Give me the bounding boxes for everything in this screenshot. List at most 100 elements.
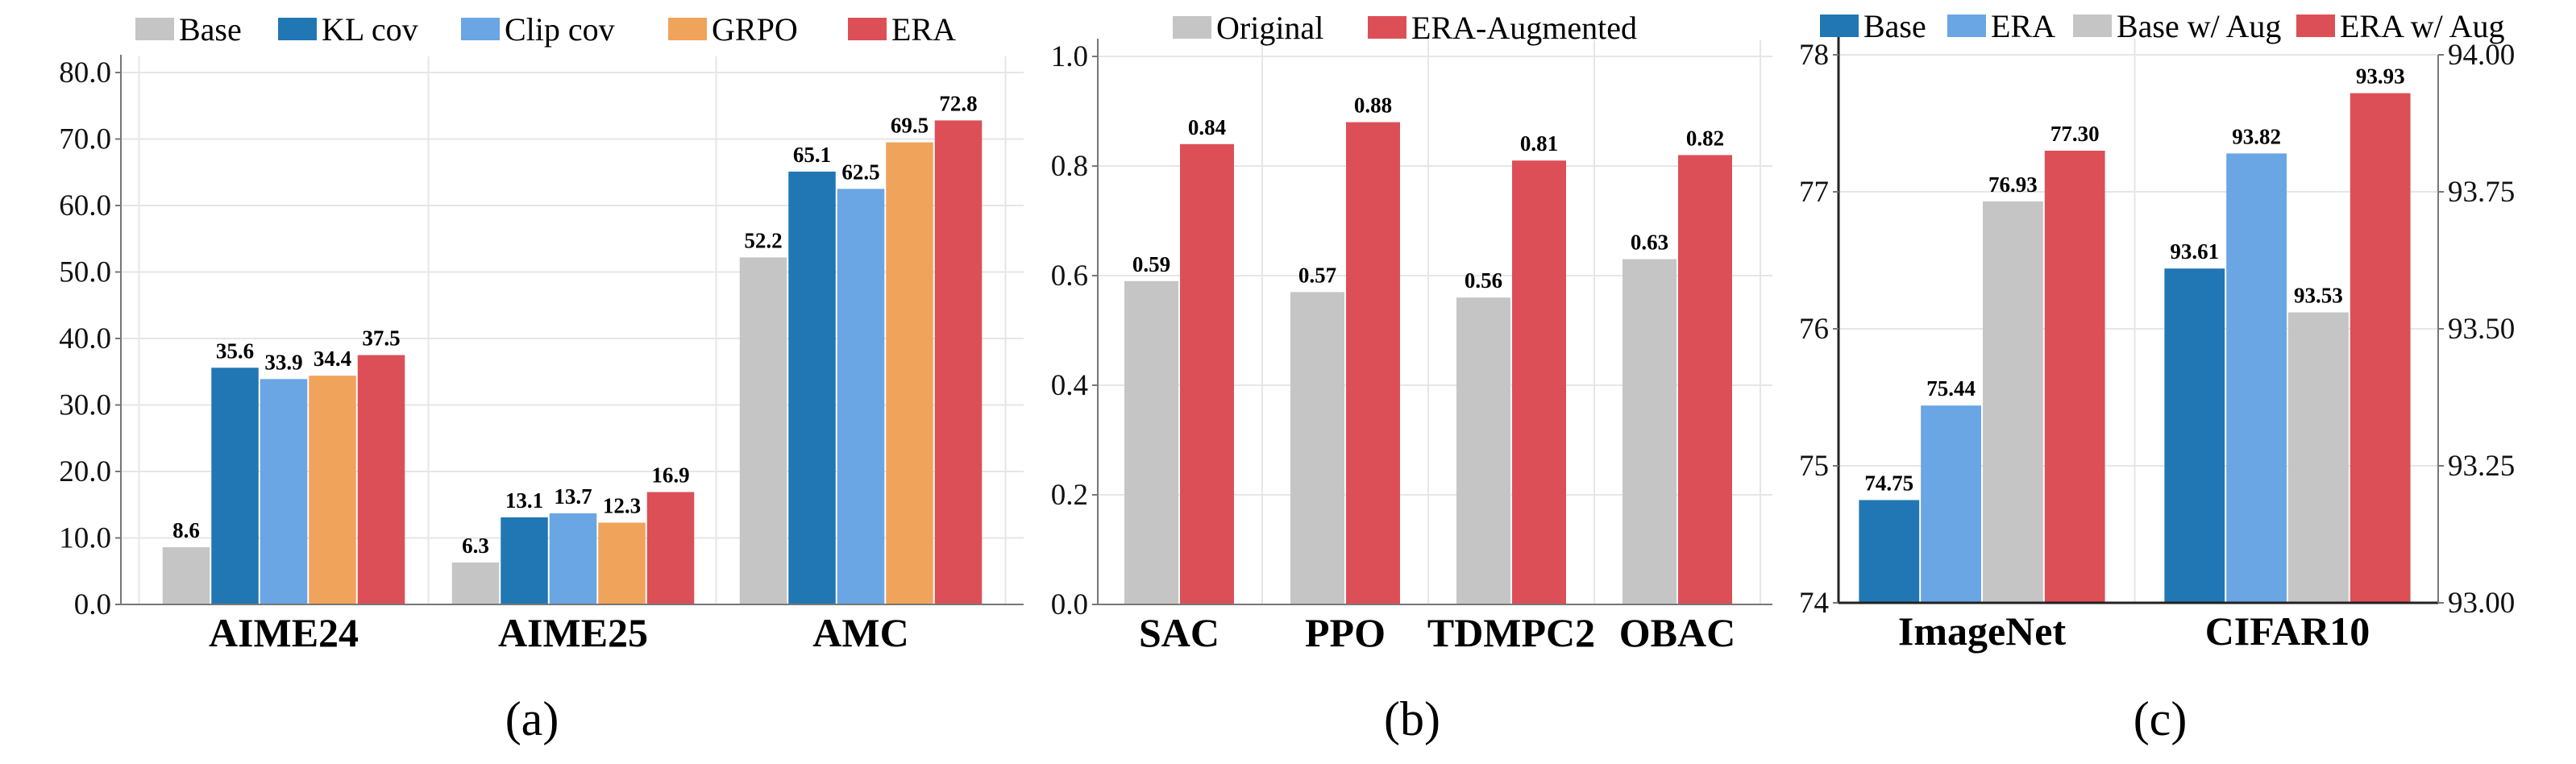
value-label: 93.61	[2170, 239, 2219, 264]
y-tick-label: 70.0	[59, 123, 111, 156]
y-tick-label: 0.4	[1051, 369, 1088, 402]
legend-item: Base	[135, 11, 242, 48]
legend-swatch	[1820, 15, 1859, 37]
y-tick-label: 75	[1799, 450, 1829, 483]
legend-item: Base	[1820, 8, 1926, 44]
legend-label: Base	[179, 11, 242, 48]
bar-obac-original	[1622, 259, 1676, 604]
x-tick-label: ImageNet	[1898, 608, 2067, 654]
x-tick-label: SAC	[1139, 610, 1219, 655]
legend-label: ERA	[1991, 8, 2055, 44]
y-tick-label: 77	[1799, 176, 1829, 209]
legend: Base ERA Base w/ Aug ERA w/ Aug	[1820, 8, 2504, 44]
y-tick-label: 50.0	[59, 256, 111, 289]
x-tick-label: AIME25	[498, 610, 648, 655]
bar-obac-era-augmented	[1678, 155, 1732, 604]
bar-imagenet-base	[1859, 500, 1920, 603]
bar-ppo-era-augmented	[1346, 122, 1400, 605]
legend-label: Base	[1863, 8, 1926, 44]
legend-swatch	[668, 18, 707, 40]
x-tick-label: CIFAR10	[2205, 608, 2370, 654]
value-label: 62.5	[841, 160, 879, 184]
legend-label: GRPO	[712, 11, 798, 48]
bar-sac-original	[1124, 280, 1178, 604]
bar-imagenet-base-w-aug	[1983, 201, 2043, 603]
bar-cifar10-base	[2164, 268, 2225, 603]
x-tick-label: OBAC	[1619, 610, 1735, 655]
bar-amc-era	[934, 120, 983, 604]
value-label: 0.57	[1298, 263, 1336, 287]
value-label: 93.53	[2294, 284, 2343, 308]
value-label: 0.63	[1631, 230, 1668, 255]
value-label: 74.75	[1864, 471, 1913, 496]
bar-aime24-kl-cov	[211, 367, 259, 604]
x-tick-label: AIME24	[209, 610, 359, 655]
value-label: 34.4	[314, 347, 351, 371]
y-tick-label: 0.0	[74, 588, 111, 621]
x-tick-label: PPO	[1305, 610, 1386, 655]
value-label: 12.3	[603, 494, 641, 518]
legend-label: KL cov	[322, 11, 418, 48]
bar-aime24-era	[357, 355, 405, 604]
value-label: 77.30	[2050, 122, 2100, 146]
value-label: 75.44	[1926, 376, 1976, 401]
y-tick-label: 10.0	[59, 522, 111, 555]
y-tick-label: 0.6	[1051, 260, 1088, 293]
value-label: 72.8	[939, 91, 977, 115]
y2-tick-label: 93.00	[2448, 587, 2515, 620]
x-tick-label: AMC	[812, 610, 908, 655]
y-tick-label: 60.0	[59, 189, 111, 222]
panel-a-chart: 8.6 35.6 33.9 34.4 37.5 AIME24 6.3 13.1 13.7 12.3…	[59, 11, 1024, 655]
bar-amc-clip-cov	[837, 189, 885, 604]
bar-amc-grpo	[886, 142, 933, 604]
value-label: 0.81	[1520, 131, 1558, 156]
value-label: 37.5	[362, 326, 400, 351]
bar-aime25-kl-cov	[501, 517, 548, 604]
caption-c: (c)	[2134, 692, 2188, 745]
y-tick-label: 30.0	[59, 389, 111, 422]
legend-swatch	[1173, 16, 1211, 39]
legend-item: Clip cov	[461, 11, 615, 48]
value-label: 52.2	[744, 228, 782, 252]
legend-swatch	[1368, 16, 1406, 39]
y-tick-label: 40.0	[59, 322, 111, 355]
panel-c-chart: 74.75 75.44 76.93 77.30 ImageNet 93.61 93.82 93…	[1799, 8, 2515, 654]
legend-item: ERA-Augmented	[1368, 10, 1637, 46]
bar-aime24-grpo	[309, 376, 356, 604]
bar-ppo-original	[1290, 292, 1344, 604]
y2-tick-label: 93.75	[2448, 176, 2515, 209]
legend-label: ERA	[891, 11, 956, 48]
value-label: 0.88	[1354, 93, 1392, 118]
value-label: 16.9	[651, 463, 689, 488]
value-label: 0.56	[1465, 268, 1502, 293]
legend-label: ERA w/ Aug	[2340, 8, 2504, 44]
bar-amc-kl-cov	[788, 171, 836, 605]
legend-label: Original	[1216, 10, 1323, 46]
legend-label: Clip cov	[505, 11, 615, 48]
caption-b: (b)	[1384, 692, 1440, 745]
bar-aime25-era	[646, 492, 695, 604]
legend: Base KL cov Clip cov GRPO ERA	[135, 11, 956, 48]
legend-item: KL cov	[278, 11, 418, 48]
legend-item: Base w/ Aug	[2073, 8, 2281, 44]
y-tick-label: 78	[1799, 39, 1829, 72]
legend: Original ERA-Augmented	[1173, 10, 1637, 46]
value-label: 8.6	[172, 518, 200, 542]
legend-item: ERA	[848, 11, 956, 48]
y-tick-label: 74	[1799, 587, 1829, 620]
y-tick-label: 0.2	[1051, 479, 1088, 512]
legend-swatch	[278, 18, 317, 40]
bar-cifar10-era-w-aug	[2350, 93, 2411, 604]
legend-item: Original	[1173, 10, 1323, 46]
legend-swatch	[2296, 15, 2335, 37]
value-label: 69.5	[891, 114, 929, 138]
y-tick-label: 20.0	[59, 455, 111, 488]
bar-cifar10-base-w-aug	[2288, 312, 2349, 603]
bar-tdmpc2-era-augmented	[1512, 160, 1566, 604]
panel-b-chart: 0.59 0.84 SAC 0.57 0.88 PPO 0.56 0.81 TDMPC2 0.63…	[1051, 10, 1772, 655]
y-tick-label: 1.0	[1051, 40, 1088, 73]
bar-sac-era-augmented	[1180, 143, 1234, 605]
bar-aime25-base	[451, 563, 500, 604]
value-label: 93.93	[2356, 64, 2405, 89]
